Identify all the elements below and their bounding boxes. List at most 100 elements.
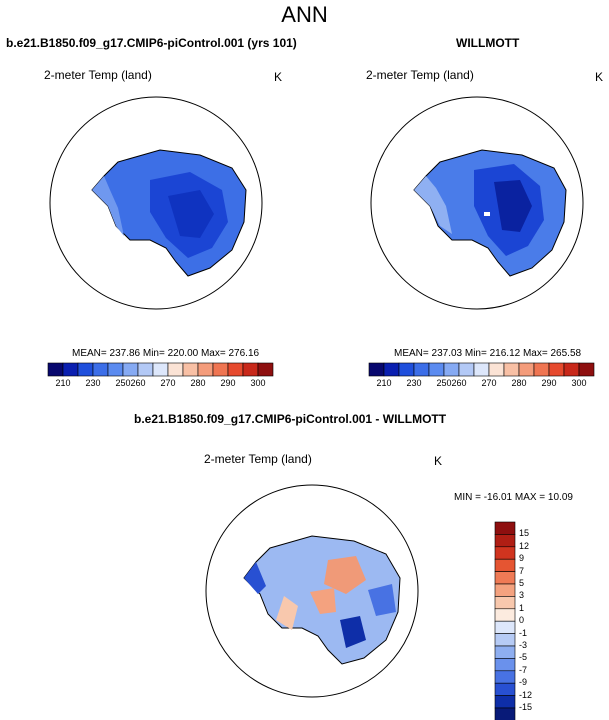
diff-colorbar-swatch <box>494 521 516 535</box>
colorbar-tick-label: 270 <box>481 378 497 388</box>
diff-colorbar-tick-label: 12 <box>519 540 530 551</box>
colorbar-swatch <box>182 362 199 377</box>
right-map-circle <box>370 96 584 310</box>
colorbar-tick-label: 290 <box>541 378 557 388</box>
colorbar-swatch <box>257 362 274 377</box>
colorbar-tick-label: 250 <box>115 378 131 388</box>
left-variable-label: 2-meter Temp (land) <box>44 68 152 82</box>
colorbar-swatch <box>563 362 580 377</box>
diff-units-label: K <box>434 454 443 468</box>
diff-colorbar-tick-label: 5 <box>519 578 525 588</box>
colorbar-tick-label: 260 <box>130 378 146 388</box>
colorbar-swatch <box>518 362 535 377</box>
diff-map-circle <box>205 484 419 698</box>
colorbar-swatch <box>47 362 64 377</box>
colorbar-swatch <box>533 362 550 377</box>
colorbar-tick-label: 210 <box>55 378 71 388</box>
diff-colorbar-tick-label: -7 <box>519 664 528 675</box>
colorbar-tick-label: 300 <box>250 378 266 388</box>
colorbar-swatch <box>488 362 505 377</box>
diff-colorbar-swatch <box>494 620 516 634</box>
colorbar-swatch <box>443 362 460 377</box>
diff-colorbar-swatch <box>494 608 516 622</box>
diff-colorbar-tick-label: -15 <box>519 702 533 712</box>
diff-colorbar-swatch <box>494 596 516 610</box>
right-antarctica <box>413 149 567 277</box>
colorbar-swatch <box>473 362 490 377</box>
diff-colorbar-tick-label: -12 <box>519 689 533 700</box>
diff-colorbar-tick-label: 9 <box>519 553 525 564</box>
diff-colorbar-swatch <box>494 682 516 696</box>
colorbar-swatch <box>122 362 139 377</box>
diff-panel-title: b.e21.B1850.f09_g17.CMIP6-piControl.001 … <box>134 412 447 426</box>
diff-colorbar-tick-label: -1 <box>519 627 528 638</box>
diff-colorbar <box>494 521 516 720</box>
colorbar-tick-label: 300 <box>571 378 587 388</box>
colorbar-swatch <box>503 362 520 377</box>
page-title: ANN <box>281 2 328 27</box>
right-colorbar <box>368 362 595 377</box>
colorbar-swatch <box>197 362 214 377</box>
colorbar-swatch <box>137 362 154 377</box>
diff-colorbar-swatch <box>494 670 516 684</box>
diff-colorbar-swatch <box>494 546 516 560</box>
diff-colorbar-tick-label: -3 <box>519 640 528 650</box>
colorbar-swatch <box>227 362 244 377</box>
left-antarctica <box>91 149 247 277</box>
left-colorbar <box>47 362 274 377</box>
right-stats: MEAN= 237.03 Min= 216.12 Max= 265.58 <box>394 348 582 359</box>
colorbar-swatch <box>212 362 229 377</box>
colorbar-swatch <box>578 362 595 377</box>
colorbar-tick-label: 290 <box>220 378 236 388</box>
colorbar-swatch <box>152 362 169 377</box>
diff-colorbar-tick-label: 7 <box>519 565 525 576</box>
diff-colorbar-tick-label: 1 <box>519 602 525 613</box>
left-units-label: K <box>274 70 283 84</box>
diff-colorbar-swatch <box>494 707 516 720</box>
diff-colorbar-swatch <box>494 571 516 585</box>
diff-colorbar-tick-label: -9 <box>519 677 528 688</box>
colorbar-swatch <box>383 362 400 377</box>
colorbar-swatch <box>107 362 124 377</box>
colorbar-swatch <box>62 362 79 377</box>
diff-colorbar-swatch <box>494 633 516 647</box>
diff-colorbar-swatch <box>494 645 516 659</box>
colorbar-tick-label: 250 <box>436 378 452 388</box>
diff-colorbar-swatch <box>494 583 516 597</box>
diff-colorbar-tick-label: 3 <box>519 590 525 601</box>
diff-colorbar-swatch <box>494 695 516 709</box>
colorbar-swatch <box>458 362 475 377</box>
diff-colorbar-swatch <box>494 658 516 672</box>
colorbar-tick-label: 260 <box>451 378 467 388</box>
diff-stats: MIN = -16.01 MAX = 10.09 <box>454 492 573 503</box>
colorbar-swatch <box>167 362 184 377</box>
diff-antarctica <box>243 535 401 665</box>
diff-colorbar-tick-label: 15 <box>519 528 530 539</box>
colorbar-swatch <box>242 362 259 377</box>
right-units-label: K <box>595 70 604 84</box>
diff-variable-label: 2-meter Temp (land) <box>204 452 312 466</box>
right-panel-title: WILLMOTT <box>456 36 520 50</box>
colorbar-swatch <box>428 362 445 377</box>
colorbar-swatch <box>368 362 385 377</box>
colorbar-swatch <box>92 362 109 377</box>
colorbar-tick-label: 230 <box>85 378 101 388</box>
left-panel-title: b.e21.B1850.f09_g17.CMIP6-piControl.001 … <box>6 36 297 50</box>
colorbar-tick-label: 230 <box>406 378 422 388</box>
colorbar-swatch <box>413 362 430 377</box>
colorbar-swatch <box>77 362 94 377</box>
colorbar-swatch <box>398 362 415 377</box>
right-variable-label: 2-meter Temp (land) <box>366 68 474 82</box>
colorbar-swatch <box>548 362 565 377</box>
diff-colorbar-tick-label: -5 <box>519 652 528 663</box>
colorbar-tick-label: 280 <box>511 378 527 388</box>
left-map-circle <box>49 96 263 310</box>
colorbar-tick-label: 280 <box>190 378 206 388</box>
colorbar-tick-label: 210 <box>376 378 392 388</box>
diff-colorbar-swatch <box>494 534 516 548</box>
diff-colorbar-tick-label: 0 <box>519 615 525 626</box>
colorbar-tick-label: 270 <box>160 378 176 388</box>
